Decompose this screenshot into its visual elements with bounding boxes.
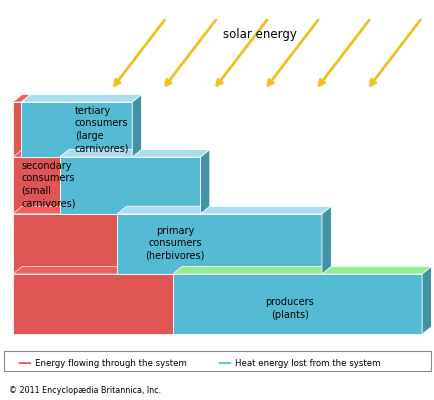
Text: secondary
consumers
(small
carnivores): secondary consumers (small carnivores) <box>21 161 76 208</box>
Polygon shape <box>13 102 21 157</box>
Polygon shape <box>172 274 421 334</box>
Polygon shape <box>59 157 200 214</box>
Text: Energy flowing through the system: Energy flowing through the system <box>35 360 186 368</box>
Text: —: — <box>217 356 231 370</box>
Text: —: — <box>17 356 31 370</box>
Polygon shape <box>59 150 209 157</box>
Polygon shape <box>13 94 31 102</box>
Polygon shape <box>13 206 126 214</box>
Polygon shape <box>13 102 172 334</box>
Text: © 2011 Encyclopædia Britannica, Inc.: © 2011 Encyclopædia Britannica, Inc. <box>9 386 161 395</box>
Polygon shape <box>200 150 209 214</box>
Text: producers
(plants): producers (plants) <box>265 297 314 320</box>
Polygon shape <box>13 266 182 274</box>
Text: solar energy: solar energy <box>223 28 296 42</box>
Text: primary
consumers
(herbivores): primary consumers (herbivores) <box>145 226 204 260</box>
Text: tertiary
consumers
(large
carnivores): tertiary consumers (large carnivores) <box>75 106 129 153</box>
Polygon shape <box>13 150 69 157</box>
Polygon shape <box>21 94 141 102</box>
Polygon shape <box>117 214 321 274</box>
Text: Heat energy lost from the system: Heat energy lost from the system <box>234 360 379 368</box>
Polygon shape <box>21 102 132 157</box>
Polygon shape <box>132 94 141 157</box>
Polygon shape <box>172 266 431 274</box>
Polygon shape <box>13 274 172 334</box>
Polygon shape <box>13 214 117 274</box>
Polygon shape <box>13 157 59 214</box>
Polygon shape <box>421 266 431 334</box>
Polygon shape <box>321 206 331 274</box>
Polygon shape <box>117 206 331 214</box>
